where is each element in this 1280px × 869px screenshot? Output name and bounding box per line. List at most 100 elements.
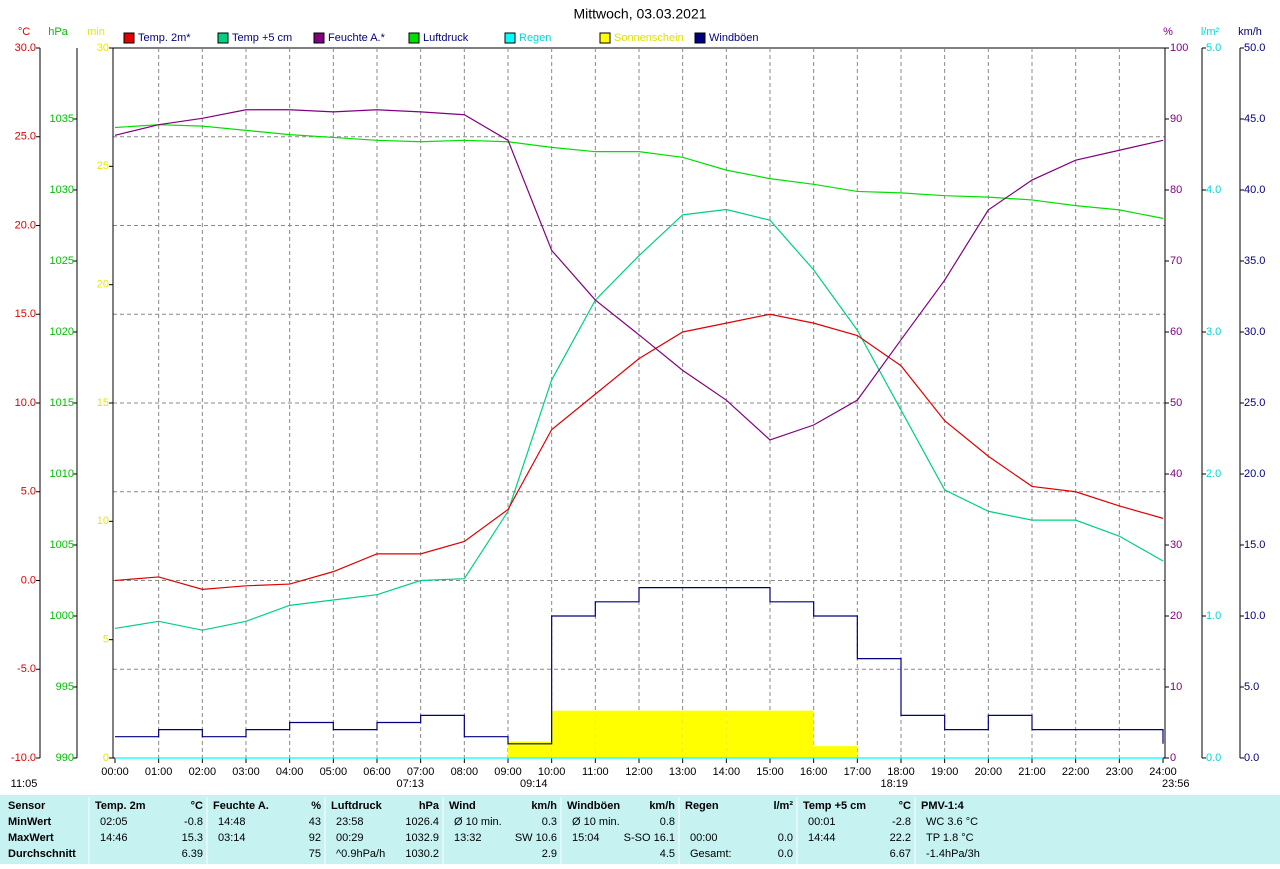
cell-right: 6.67: [890, 848, 911, 860]
y-tick-label: -5.0: [17, 663, 36, 675]
column-header: Windböen: [567, 800, 620, 812]
y-tick-label: 60: [1170, 326, 1182, 338]
x-tick-label: 12:00: [625, 766, 653, 778]
row-label: MinWert: [8, 816, 52, 828]
y-tick-label: 10.0: [15, 397, 36, 409]
row-label: Durchschnitt: [8, 848, 76, 860]
y-tick-label: 45.0: [1244, 113, 1265, 125]
y-tick-label: 1005: [50, 539, 74, 551]
cell-right: 4.5: [660, 848, 675, 860]
column-unit: %: [311, 800, 321, 812]
y-tick-label: 0.0: [1206, 752, 1221, 764]
column-unit: km/h: [531, 800, 557, 812]
y-tick-label: 25: [97, 160, 109, 172]
sunshine-bar: [682, 710, 727, 758]
y-tick-label: 1010: [50, 468, 74, 480]
x-tick-label: 05:00: [320, 766, 348, 778]
legend-label: Feuchte A.*: [328, 32, 386, 44]
legend-swatch: [504, 32, 516, 44]
y-tick-label: 50.0: [1244, 42, 1265, 54]
legend-swatch: [599, 32, 611, 44]
cell-left: WC 3.6 °C: [926, 816, 978, 828]
y-tick-label: 15.0: [15, 308, 36, 320]
legend-swatch: [313, 32, 325, 44]
x-tick-label: 02:00: [189, 766, 217, 778]
x-tick-label: 15:00: [756, 766, 784, 778]
y-tick-label: 25.0: [1244, 397, 1265, 409]
cell-left: -1.4hPa/3h: [926, 848, 980, 860]
y-tick-label: 50: [1170, 397, 1182, 409]
sunshine-bar: [551, 710, 596, 758]
x-tick-label: 07:00: [407, 766, 435, 778]
y-tick-label: 1000: [50, 610, 74, 622]
legend-swatch: [694, 32, 706, 44]
y-tick-label: 30.0: [1244, 326, 1265, 338]
column-unit: l/m²: [773, 800, 793, 812]
y-tick-label: 10.0: [1244, 610, 1265, 622]
cell-right: 75: [309, 848, 321, 860]
y-tick-label: 90: [1170, 113, 1182, 125]
y-tick-label: 5.0: [1244, 681, 1259, 693]
y-tick-label: 20.0: [1244, 468, 1265, 480]
cell-left: Ø 10 min.: [454, 816, 502, 828]
cell-left: ^0.9hPa/h: [336, 848, 385, 860]
y-tick-label: 990: [56, 752, 74, 764]
annotation: 09:14: [520, 778, 548, 790]
cell-right: 22.2: [890, 832, 911, 844]
cell-left: 14:46: [100, 832, 128, 844]
row-label: Sensor: [8, 800, 46, 812]
chart-title: Mittwoch, 03.03.2021: [573, 6, 706, 22]
stats-background: [0, 795, 1280, 864]
y-tick-label: 4.0: [1206, 184, 1221, 196]
y-tick-label: 0: [103, 752, 109, 764]
y-tick-label: 70: [1170, 255, 1182, 267]
y-tick-label: 40.0: [1244, 184, 1265, 196]
legend-label: Luftdruck: [423, 32, 469, 44]
cell-left: 00:29: [336, 832, 364, 844]
column-header: Regen: [685, 800, 719, 812]
row-label: MaxWert: [8, 832, 54, 844]
series-line: [114, 208, 1164, 631]
annotation: 23:56: [1162, 778, 1190, 790]
sunshine-bar: [770, 710, 814, 758]
sunshine-bar: [813, 746, 858, 758]
x-tick-label: 20:00: [975, 766, 1003, 778]
cell-right: 15.3: [182, 832, 203, 844]
annotation: 11:05: [11, 778, 38, 790]
x-tick-label: 10:00: [538, 766, 566, 778]
y-tick-label: 10: [97, 515, 109, 527]
x-tick-label: 00:00: [101, 766, 129, 778]
axis-unit: °C: [18, 26, 30, 38]
x-tick-label: 04:00: [276, 766, 304, 778]
legend-label: Temp. 2m*: [138, 32, 191, 44]
sunshine-bar: [726, 710, 770, 758]
x-tick-label: 03:00: [232, 766, 260, 778]
y-tick-label: 30.0: [15, 42, 36, 54]
y-tick-label: 20: [97, 279, 109, 291]
y-tick-label: 40: [1170, 468, 1182, 480]
y-tick-label: 3.0: [1206, 326, 1221, 338]
y-tick-label: 5.0: [1206, 42, 1221, 54]
y-tick-label: 1035: [50, 113, 74, 125]
x-tick-label: 01:00: [145, 766, 173, 778]
y-tick-label: 30: [1170, 539, 1182, 551]
x-tick-label: 17:00: [844, 766, 872, 778]
legend-label: Regen: [519, 32, 551, 44]
sunshine-bar: [595, 710, 639, 758]
y-tick-label: 1030: [50, 184, 74, 196]
y-tick-label: -10.0: [11, 752, 36, 764]
cell-right: -2.8: [892, 816, 911, 828]
column-unit: °C: [899, 800, 911, 812]
legend-label: Temp +5 cm: [232, 32, 292, 44]
x-tick-label: 08:00: [451, 766, 479, 778]
x-tick-label: 16:00: [800, 766, 828, 778]
y-tick-label: 30: [97, 42, 109, 54]
cell-right: SW 10.6: [515, 832, 557, 844]
cell-right: 0.0: [778, 848, 793, 860]
y-tick-label: 0.0: [1244, 752, 1259, 764]
x-tick-label: 13:00: [669, 766, 697, 778]
y-tick-label: 15.0: [1244, 539, 1265, 551]
y-tick-label: 995: [56, 681, 74, 693]
y-tick-label: 100: [1170, 42, 1188, 54]
